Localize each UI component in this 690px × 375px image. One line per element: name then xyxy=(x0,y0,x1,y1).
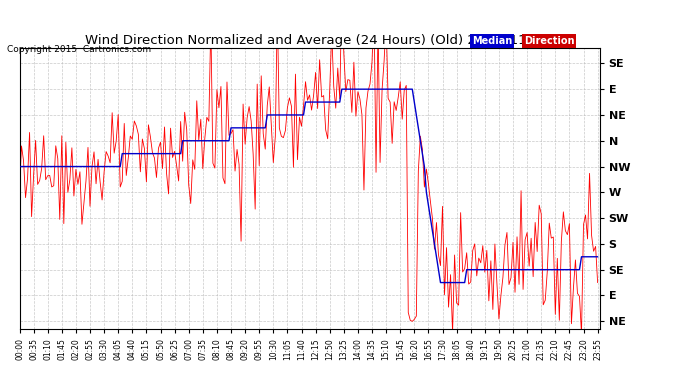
Text: Direction: Direction xyxy=(524,36,574,46)
Text: Copyright 2015  Cartronics.com: Copyright 2015 Cartronics.com xyxy=(7,45,151,54)
Text: Median: Median xyxy=(472,36,512,46)
Title: Wind Direction Normalized and Average (24 Hours) (Old) 20150116: Wind Direction Normalized and Average (2… xyxy=(85,34,535,47)
